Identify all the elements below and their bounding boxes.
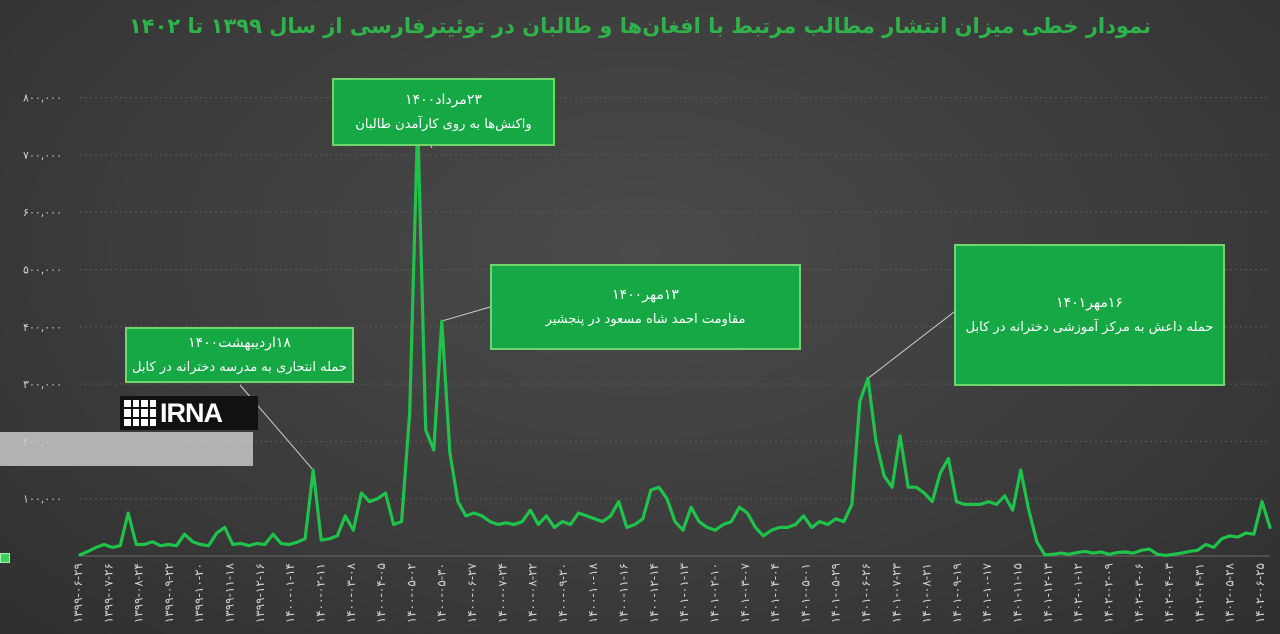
y-tick-label: ۱۰۰,۰۰۰: [23, 493, 62, 506]
annotation-text: مقاومت احمد شاه مسعود در پنجشیر: [545, 311, 746, 327]
x-tick-label: ۱۴۰۰-۰۹-۲۰: [556, 563, 570, 623]
y-tick-label: ۷۰۰,۰۰۰: [23, 149, 62, 162]
x-tick-label: ۱۴۰۰-۱۰-۱۸: [586, 562, 600, 623]
x-tick-label: ۱۳۹۹-۱۲-۱۶: [253, 563, 267, 623]
y-tick-label: ۴۰۰,۰۰۰: [23, 321, 62, 334]
x-tick-label: ۱۴۰۱-۰۵-۰۱: [798, 563, 812, 623]
chart-title: نمودار خطی میزان انتشار مطالب مرتبط با ا…: [128, 14, 1152, 38]
annotation-leader-line: [441, 306, 491, 322]
x-tick-label: ۱۴۰۱-۰۵-۲۹: [829, 563, 843, 623]
y-tick-label: ۸۰۰,۰۰۰: [23, 92, 62, 105]
x-tick-label: ۱۴۰۱-۰۷-۲۳: [889, 562, 903, 623]
annotation-date: ۱۶مهر۱۴۰۱: [1056, 294, 1123, 311]
x-tick-label: ۱۴۰۲-۰۱-۱۲: [1071, 563, 1085, 623]
x-tick-label: ۱۴۰۱-۱۲-۱۳: [1041, 562, 1055, 623]
x-tick-label: ۱۴۰۲-۰۲-۰۹: [1101, 563, 1115, 623]
y-tick-label: ۳۰۰,۰۰۰: [23, 378, 62, 391]
x-tick-label: ۱۴۰۱-۰۴-۰۴: [768, 563, 782, 623]
x-tick-label: ۱۴۰۲-۰۵-۲۸: [1223, 562, 1237, 623]
x-tick-label: ۱۴۰۰-۰۴-۰۵: [374, 563, 388, 623]
x-tick-label: ۱۳۹۹-۱۱-۱۸: [223, 562, 237, 623]
axis-origin-marker: [0, 553, 10, 563]
x-tick-label: ۱۴۰۱-۰۶-۲۶: [859, 563, 873, 623]
x-tick-label: ۱۴۰۲-۰۴-۰۳: [1162, 562, 1176, 623]
x-tick-label: ۱۴۰۰-۰۷-۲۴: [495, 563, 509, 623]
x-tick-label: ۱۴۰۰-۰۶-۲۷: [465, 562, 479, 623]
annotation-box: ۱۸اردیبهشت۱۴۰۰ حمله انتحاری به مدرسه دخت…: [125, 327, 354, 383]
x-tick-label: ۱۳۹۹-۰۹-۲۲: [162, 563, 176, 623]
x-tick-label: ۱۴۰۲-۰۴-۳۱: [1192, 563, 1206, 623]
logo-band: [0, 432, 253, 466]
y-tick-label: ۶۰۰,۰۰۰: [23, 206, 62, 219]
irna-logo-text: IRNA: [160, 397, 223, 428]
x-tick-label: ۱۴۰۰-۰۲-۱۱: [313, 563, 327, 623]
x-axis: ۱۳۹۹-۰۶-۲۹ ۱۳۹۹-۰۷-۲۶ ۱۳۹۹-۰۸-۲۴ ۱۳۹۹-۰۹-۲۲…: [71, 562, 1267, 623]
x-tick-label: ۱۴۰۱-۰۲-۱۰: [707, 563, 721, 623]
x-tick-label: ۱۴۰۱-۱۰-۱۷: [980, 562, 994, 623]
x-tick-label: ۱۳۹۹-۰۷-۲۶: [101, 563, 115, 623]
x-tick-label: ۱۴۰۰-۱۲-۱۴: [647, 563, 661, 623]
annotation-date: ۱۳مهر۱۴۰۰: [612, 286, 679, 303]
x-tick-label: ۱۴۰۱-۰۸-۲۱: [920, 563, 934, 623]
x-tick-label: ۱۳۹۹-۰۸-۲۴: [132, 563, 146, 623]
series: [78, 118, 1272, 558]
x-tick-label: ۱۳۹۹-۱۰-۲۰: [192, 563, 206, 623]
x-tick-label: ۱۴۰۲-۰۳-۰۶: [1132, 563, 1146, 623]
irna-logo-mark-icon: [124, 400, 156, 426]
annotation-text: حمله انتحاری به مدرسه دخترانه در کابل: [132, 359, 347, 375]
annotation-date: ۲۳مرداد۱۴۰۰: [405, 91, 482, 108]
annotation-box: ۱۶مهر۱۴۰۱ حمله داعش به مرکز آموزشی دخترا…: [954, 244, 1225, 386]
x-tick-label: ۱۴۰۰-۰۱-۱۴: [283, 563, 297, 623]
x-tick-label: ۱۴۰۰-۰۸-۲۲: [526, 563, 540, 623]
irna-logo: IRNA: [120, 396, 258, 430]
x-tick-label: ۱۴۰۱-۱۱-۱۵: [1011, 563, 1025, 623]
x-tick-label: ۱۴۰۰-۱۱-۱۶: [617, 563, 631, 623]
y-tick-label: ۵۰۰,۰۰۰: [23, 264, 62, 277]
x-tick-label: ۱۴۰۲-۰۶-۲۵: [1253, 563, 1267, 623]
annotation-leader-line: [867, 311, 955, 379]
annotation-date: ۱۸اردیبهشت۱۴۰۰: [188, 334, 291, 351]
x-tick-label: ۱۴۰۰-۰۵-۳۰: [435, 563, 449, 623]
x-tick-label: ۱۴۰۱-۰۱-۱۳: [677, 562, 691, 623]
series-line: [78, 118, 1272, 558]
annotation-text: حمله داعش به مرکز آموزشی دخترانه در کابل: [965, 319, 1214, 335]
annotation-box: ۲۳مرداد۱۴۰۰ واکنش‌ها به روی کارآمدن طالب…: [332, 78, 555, 146]
x-tick-label: ۱۴۰۱-۰۳-۰۷: [738, 562, 752, 623]
x-tick-label: ۱۳۹۹-۰۶-۲۹: [71, 563, 85, 623]
x-tick-label: ۱۴۰۰-۰۵-۰۲: [404, 563, 418, 623]
x-tick-label: ۱۴۰۰-۰۳-۰۸: [344, 562, 358, 623]
annotation-text: واکنش‌ها به روی کارآمدن طالبان: [355, 116, 532, 132]
annotation-box: ۱۳مهر۱۴۰۰ مقاومت احمد شاه مسعود در پنجشی…: [490, 264, 801, 350]
x-tick-label: ۱۴۰۱-۰۹-۱۹: [950, 563, 964, 623]
